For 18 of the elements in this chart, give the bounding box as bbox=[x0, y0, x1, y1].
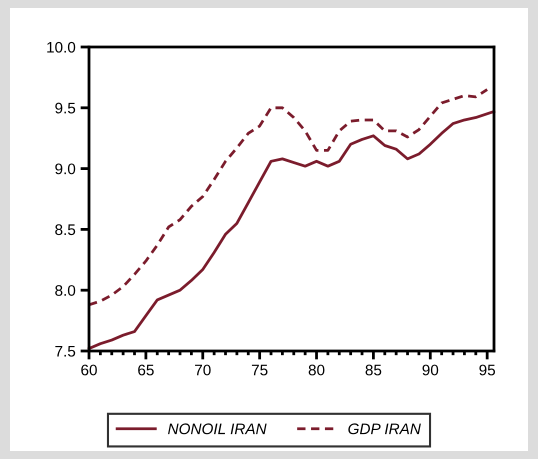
x-tick-label: 60 bbox=[81, 364, 97, 376]
line-series bbox=[88, 88, 489, 306]
y-tick-label: 10.0 bbox=[47, 42, 76, 53]
y-tick-label: 8.5 bbox=[55, 224, 76, 236]
y-tick-label: 8.0 bbox=[55, 285, 76, 296]
x-tick-label: 80 bbox=[308, 364, 324, 376]
x-tick-label: 70 bbox=[195, 364, 211, 376]
y-tick-label: 9.5 bbox=[55, 102, 76, 114]
y-tick-label: 7.5 bbox=[55, 346, 76, 357]
legend-label: GDP IRAN bbox=[348, 423, 421, 434]
x-tick-label: 75 bbox=[252, 364, 268, 376]
x-tick-label: 85 bbox=[366, 364, 382, 376]
y-tick-label: 9.0 bbox=[55, 163, 76, 174]
x-tick-label: 90 bbox=[422, 364, 438, 376]
x-tick-label: 65 bbox=[138, 364, 154, 376]
x-tick-label: 95 bbox=[479, 364, 496, 376]
legend-label: NONOIL IRAN bbox=[168, 423, 267, 434]
line-series bbox=[88, 110, 496, 350]
